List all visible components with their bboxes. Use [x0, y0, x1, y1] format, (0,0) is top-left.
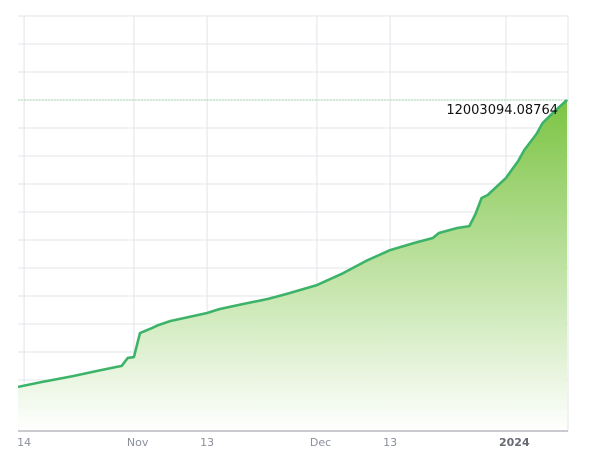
last-value-label: 12003094.08764: [446, 103, 558, 118]
area-fill: [18, 100, 567, 431]
x-tick-label: 13: [200, 436, 214, 449]
x-tick-label: Nov: [127, 436, 149, 449]
x-tick-label: 13: [383, 436, 397, 449]
x-tick-label: Dec: [310, 436, 331, 449]
x-tick-label: 2024: [499, 436, 530, 449]
x-tick-label: 14: [17, 436, 31, 449]
